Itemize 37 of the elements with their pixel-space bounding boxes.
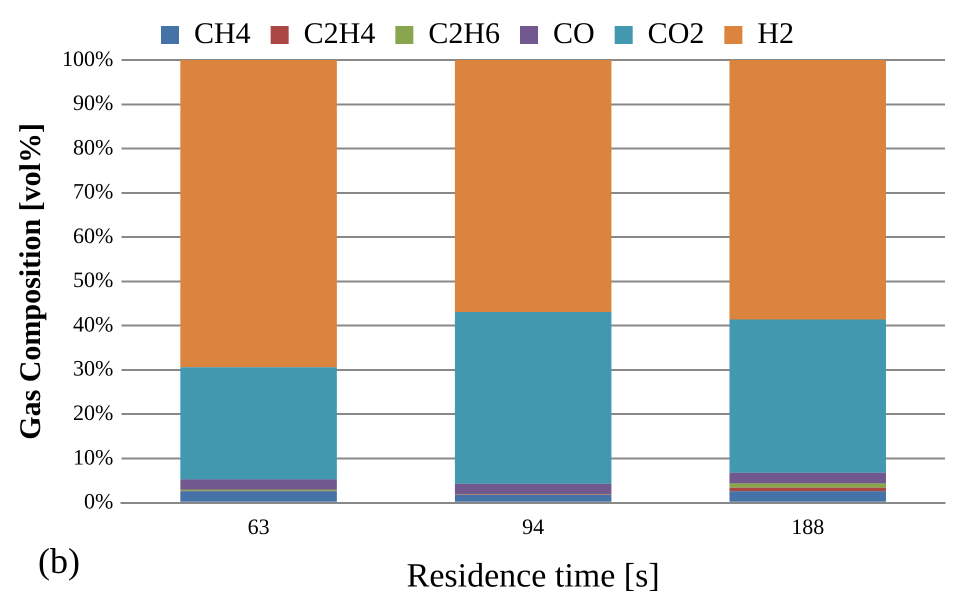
legend-label: H2 — [757, 16, 794, 50]
y-tick-label: 10% — [73, 444, 114, 470]
x-axis-title: Residence time [s] — [406, 558, 660, 595]
bar — [454, 494, 612, 502]
y-tick-label: 20% — [73, 400, 114, 426]
x-tick-label: 188 — [791, 514, 824, 539]
bar — [454, 60, 612, 312]
bar — [454, 484, 612, 494]
legend-label: C2H6 — [428, 16, 500, 50]
y-tick-label: 80% — [73, 134, 114, 160]
bar — [454, 312, 612, 484]
bar — [180, 367, 337, 480]
legend-label: CH4 — [194, 16, 251, 50]
y-tick-label: 30% — [73, 356, 114, 381]
text: (b) — [38, 540, 80, 582]
bar — [729, 483, 886, 488]
legend-label: CO2 — [648, 16, 704, 50]
y-tick-label: 100% — [62, 46, 114, 71]
y-tick-label: 50% — [73, 267, 114, 292]
bar — [729, 60, 886, 320]
y-tick-label: 90% — [73, 90, 114, 116]
x-tick-label: 94 — [522, 514, 544, 539]
legend-label: C2H4 — [304, 16, 376, 50]
bar — [729, 319, 886, 473]
x-tick-label: 63 — [248, 514, 270, 539]
bar — [729, 472, 886, 484]
bar — [180, 491, 337, 502]
bar — [729, 488, 886, 492]
bar — [729, 491, 886, 502]
bar — [180, 60, 337, 368]
y-tick-label: 70% — [73, 178, 114, 204]
y-tick-label: 60% — [73, 222, 114, 248]
bar — [180, 479, 337, 490]
y-tick-label: 40% — [73, 311, 114, 336]
y-tick-label: 0% — [84, 488, 114, 514]
y-axis-title: Gas Composition [vol%] — [14, 123, 47, 440]
legend-label: CO — [553, 16, 595, 50]
